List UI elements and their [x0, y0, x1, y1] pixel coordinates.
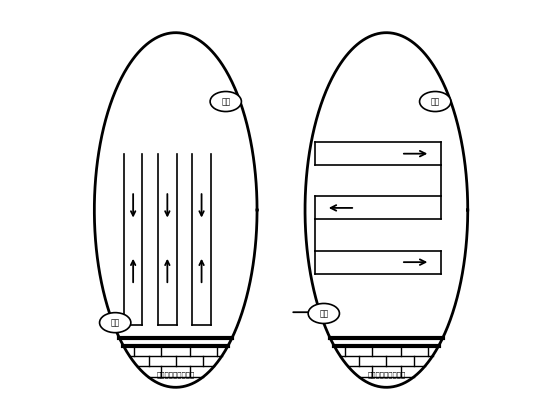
Ellipse shape — [419, 92, 451, 112]
Text: 起点: 起点 — [110, 318, 120, 327]
Ellipse shape — [100, 312, 131, 333]
Text: 终点: 终点 — [221, 97, 230, 106]
Text: 下台阶控制爆破开挖: 下台阶控制爆破开挖 — [157, 372, 195, 378]
Text: 下台阶控制爆破开挖: 下台阶控制爆破开挖 — [367, 372, 405, 378]
Text: 起点: 起点 — [319, 309, 328, 318]
Ellipse shape — [210, 92, 241, 112]
Ellipse shape — [308, 304, 339, 323]
Text: 终点: 终点 — [431, 97, 440, 106]
